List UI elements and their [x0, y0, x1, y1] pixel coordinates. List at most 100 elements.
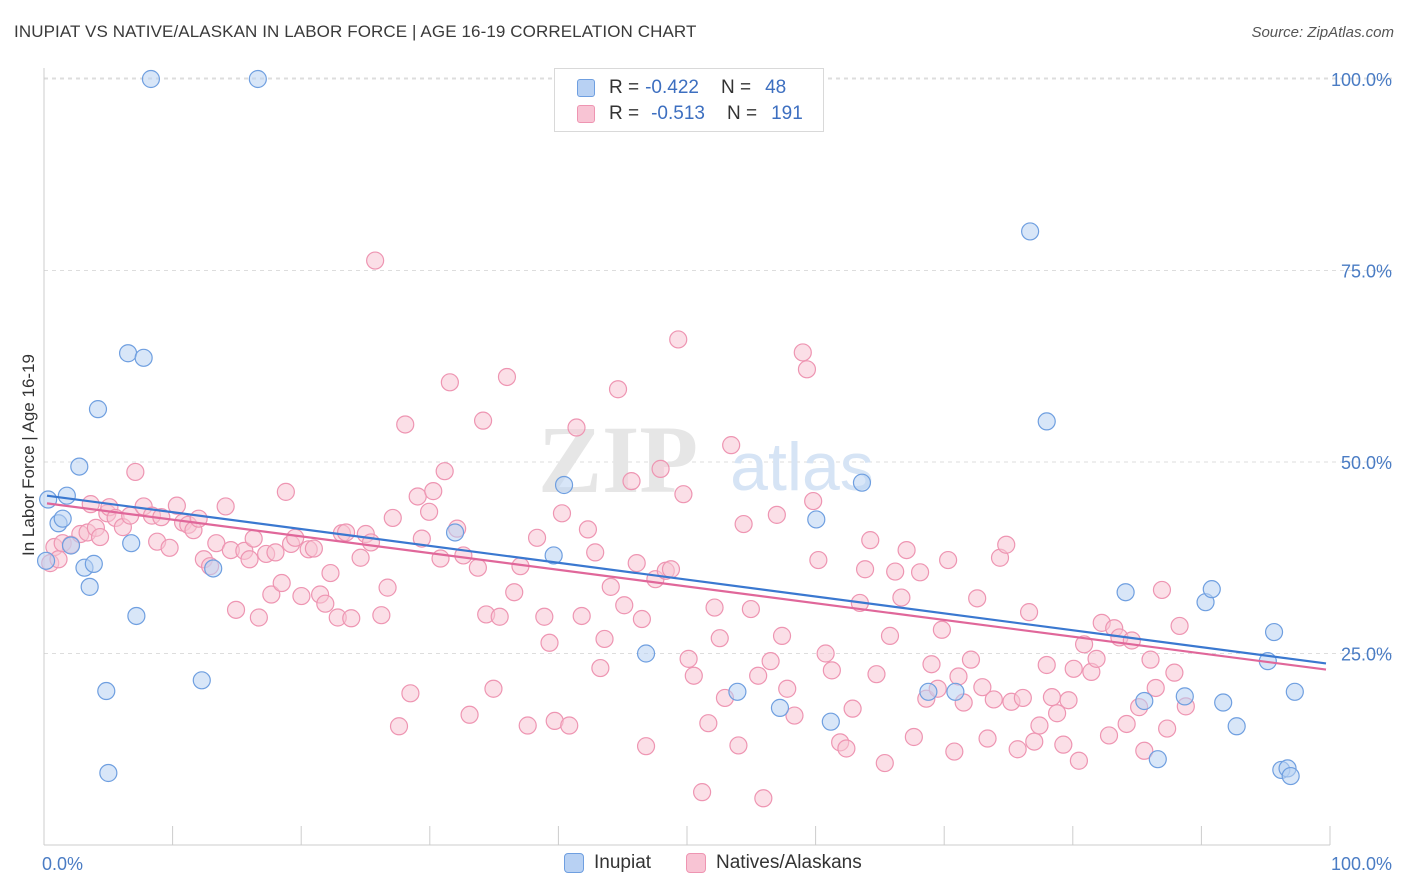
native-point — [710, 629, 729, 648]
native-point — [1117, 714, 1136, 734]
native-point — [249, 608, 268, 627]
native-point — [910, 563, 930, 582]
native-point — [892, 588, 911, 607]
native-point — [591, 658, 610, 678]
native-point — [304, 539, 323, 558]
inupiat-point — [544, 546, 563, 565]
native-point — [292, 586, 311, 606]
native-point — [540, 633, 559, 652]
native-point — [396, 415, 415, 434]
legend-n-value: 48 — [765, 77, 787, 98]
inupiat-point — [1264, 622, 1284, 642]
inupiat-point — [248, 69, 267, 89]
native-point — [705, 598, 724, 617]
native-point — [351, 548, 370, 567]
native-point — [266, 543, 285, 562]
x-tick-label: 100.0% — [1331, 854, 1392, 874]
native-point — [366, 251, 385, 270]
native-point — [342, 609, 361, 628]
native-point — [126, 462, 145, 482]
native-point — [1099, 726, 1119, 745]
inupiat-point — [821, 712, 840, 731]
native-point — [286, 528, 305, 547]
native-point — [741, 599, 760, 619]
native-point — [945, 742, 964, 761]
native-point — [904, 727, 923, 747]
inupiat-point — [1037, 412, 1056, 431]
legend-row-inupiat: R = -0.422 N = 48 — [577, 76, 786, 100]
inupiat-points — [36, 69, 1304, 786]
legend-n-label: N = — [726, 103, 758, 124]
native-point — [984, 690, 1003, 709]
native-point — [572, 606, 591, 626]
inupiat-point — [1202, 580, 1221, 599]
inupiat-point — [1175, 687, 1194, 706]
native-point — [973, 678, 992, 697]
native-point — [552, 504, 572, 523]
native-point — [804, 491, 823, 511]
native-point — [216, 497, 235, 516]
native-point — [1025, 732, 1044, 751]
native-point — [316, 594, 335, 613]
watermark-atlas: atlas — [730, 429, 874, 505]
native-point — [1048, 704, 1067, 723]
native-points — [41, 251, 1195, 808]
legend-r-label: R = — [609, 103, 640, 124]
inupiat-point — [36, 551, 56, 570]
native-point — [1042, 688, 1062, 707]
native-point — [535, 607, 554, 626]
native-point — [1122, 631, 1141, 650]
inupiat-point — [1116, 583, 1135, 602]
inupiat-point — [127, 606, 146, 626]
native-point — [949, 667, 968, 686]
inupiat-point — [141, 69, 161, 89]
legend-item-natives[interactable]: Natives/Alaskans — [686, 852, 862, 874]
native-point — [861, 531, 880, 550]
legend-item-inupiat[interactable]: Inupiat — [564, 852, 651, 874]
native-point — [968, 589, 987, 608]
native-point — [651, 459, 670, 478]
native-point — [460, 705, 479, 724]
inupiat-point — [134, 348, 153, 367]
native-point — [932, 620, 951, 639]
native-point — [785, 706, 804, 725]
trend-lines — [46, 494, 1327, 671]
legend-swatch-natives — [686, 853, 706, 873]
native-point — [431, 549, 450, 568]
legend-n-value: 191 — [771, 103, 803, 124]
native-point — [1059, 691, 1078, 710]
native-point — [939, 550, 958, 570]
native-point — [669, 330, 688, 349]
inupiat-point — [84, 554, 103, 573]
native-point — [440, 373, 459, 392]
native-point — [226, 600, 246, 619]
native-point — [1152, 580, 1172, 600]
inupiat-trend-line — [46, 494, 1327, 665]
native-point — [997, 535, 1016, 554]
native-point — [435, 462, 454, 481]
native-point — [207, 534, 226, 553]
native-point — [749, 666, 768, 685]
inupiat-point — [53, 509, 72, 528]
native-point — [336, 523, 356, 542]
native-point — [886, 562, 905, 581]
legend-r-value: -0.513 — [651, 103, 705, 124]
native-point — [595, 629, 614, 649]
native-point — [816, 644, 835, 663]
native-point — [1165, 663, 1184, 682]
native-point — [473, 411, 493, 430]
native-point — [321, 563, 340, 583]
native-point — [1158, 719, 1177, 738]
inupiat-point — [919, 682, 938, 701]
native-point — [961, 650, 981, 669]
inupiat-point — [554, 475, 574, 495]
native-point — [1170, 616, 1189, 636]
native-point — [867, 665, 886, 684]
inupiat-point — [192, 671, 211, 690]
inupiat-point — [1021, 222, 1040, 241]
native-point — [567, 418, 586, 437]
inupiat-point — [1135, 691, 1154, 711]
native-point — [497, 367, 517, 387]
native-point — [1064, 659, 1083, 678]
inupiat-point — [80, 577, 99, 596]
